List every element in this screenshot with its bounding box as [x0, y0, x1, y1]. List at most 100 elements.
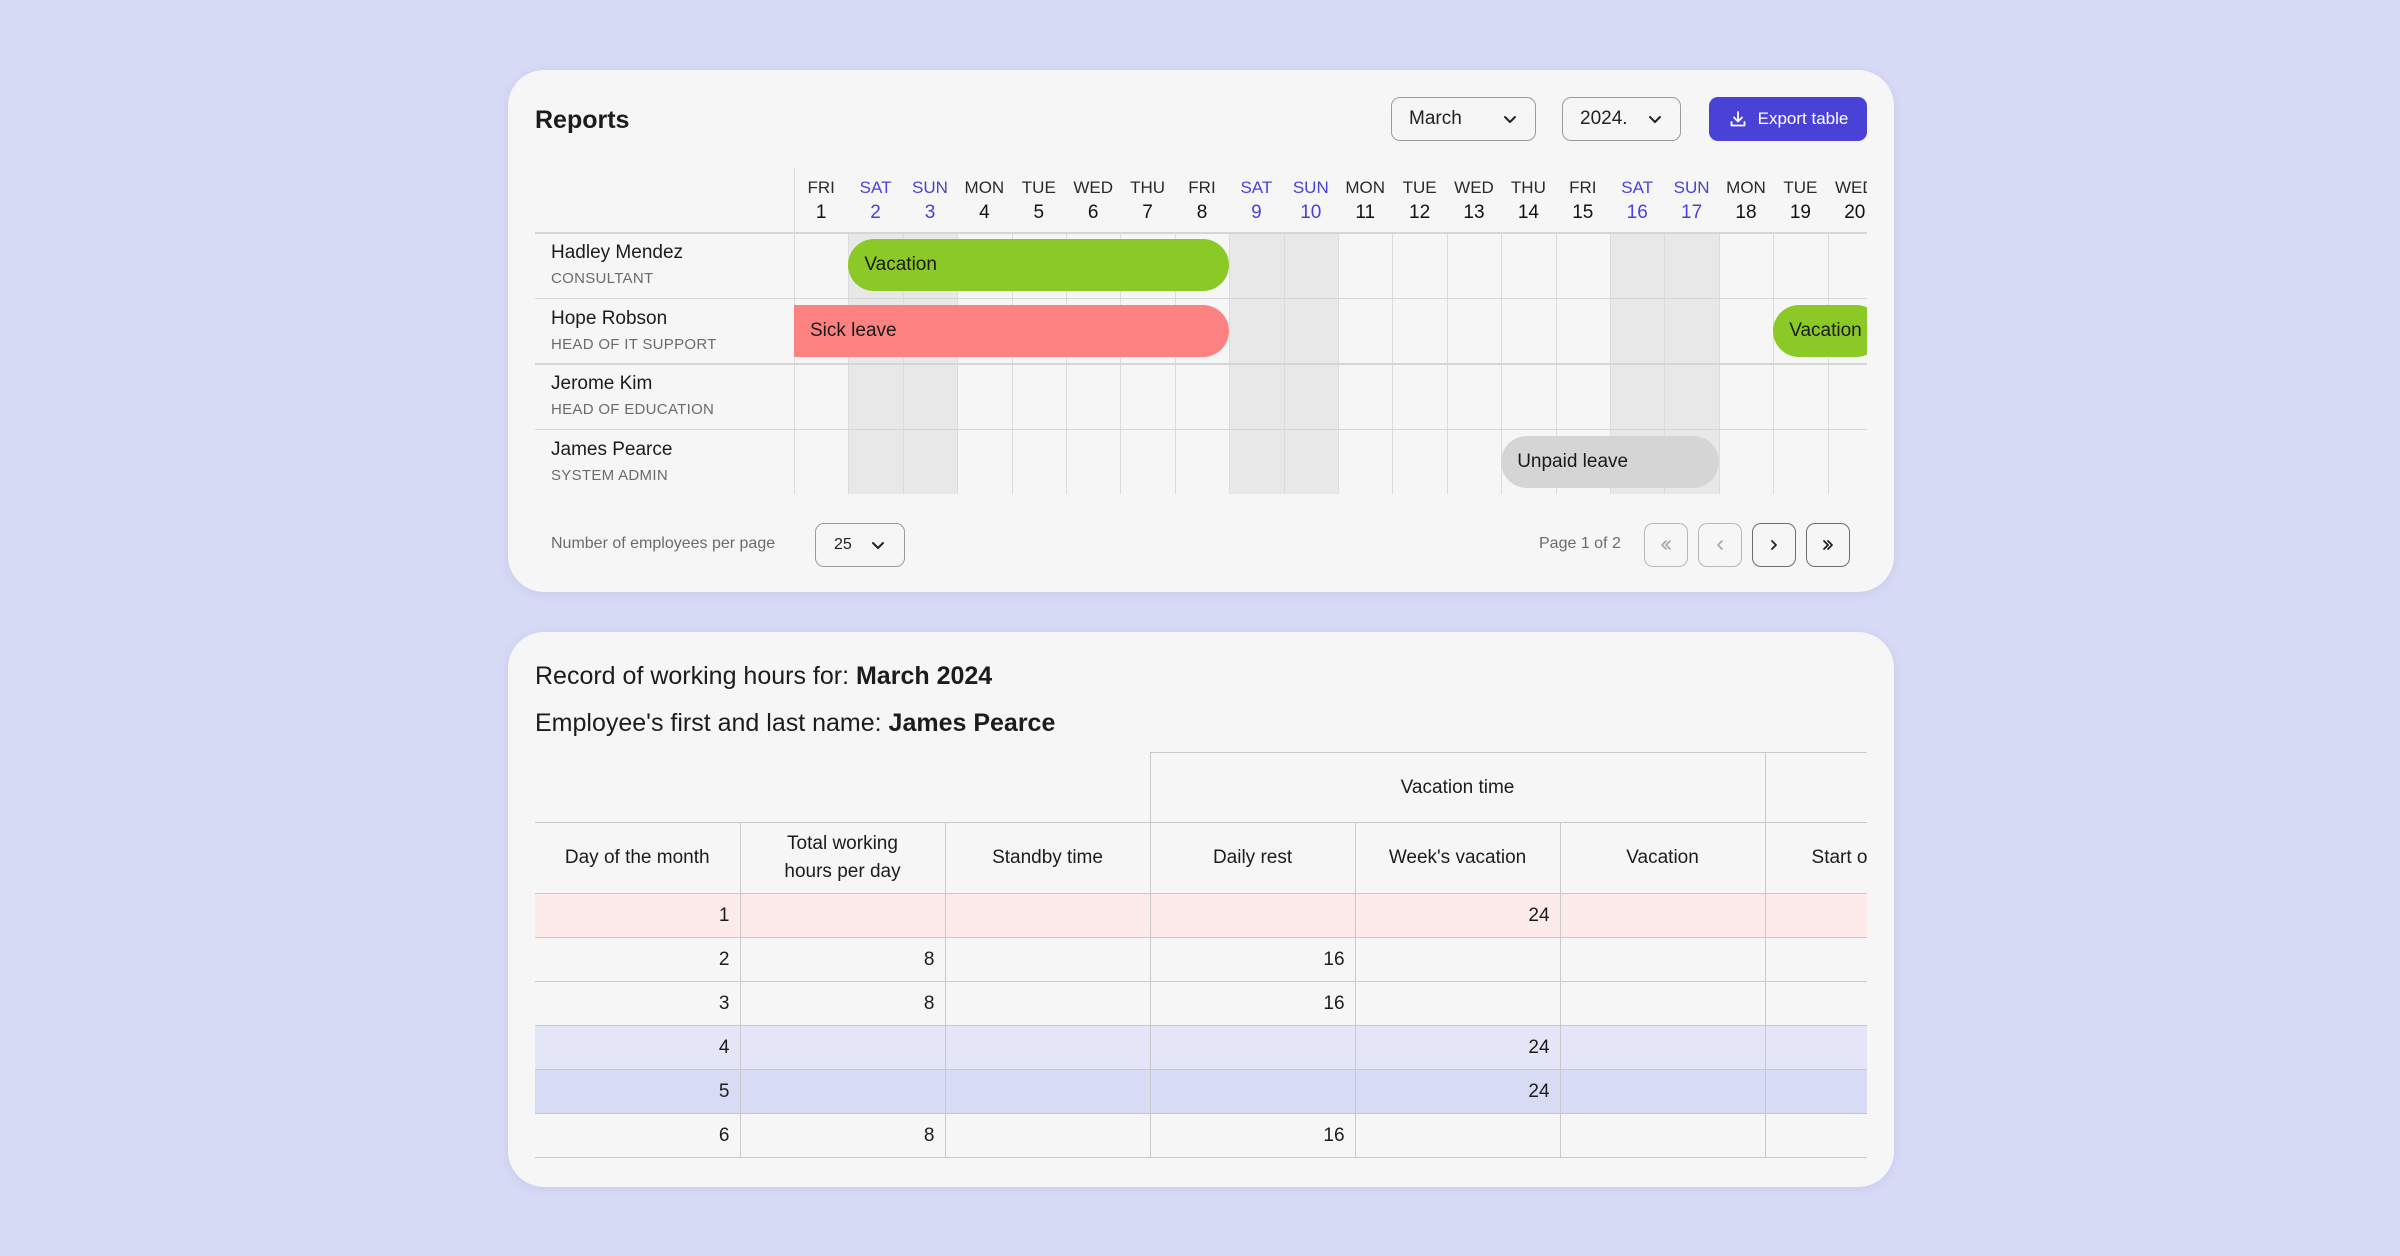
day-name: SAT [1621, 178, 1654, 197]
day-number: 15 [1572, 202, 1594, 223]
day-name: MON [964, 178, 1005, 197]
chevron-left-icon [1717, 540, 1723, 550]
employee-role: HEAD OF EDUCATION [551, 401, 715, 418]
table-group-spacer [535, 752, 1151, 823]
employee-row-label[interactable]: James Pearce SYSTEM ADMIN [551, 439, 672, 484]
page-indicator: Page 1 of 2 [1539, 535, 1621, 552]
employee-name: James Pearce [551, 438, 673, 460]
table-row: 1 24 [535, 893, 1867, 938]
year-select-value: 2024. [1580, 108, 1628, 129]
column-header: Daily rest [1149, 822, 1356, 894]
working-hours-table-wrap: Vacation time Day of the month Total work… [535, 752, 1867, 1160]
table-cell [1559, 1113, 1766, 1158]
table-cell [1764, 893, 1867, 938]
chevron-down-icon [872, 542, 884, 549]
per-page-value: 25 [834, 536, 852, 553]
table-cell [1354, 937, 1561, 982]
employee-row-label[interactable]: Hadley Mendez CONSULTANT [551, 242, 683, 287]
day-name: WED [1073, 178, 1114, 197]
month-select[interactable]: March [1391, 97, 1536, 141]
absence-label: Vacation [864, 254, 937, 275]
day-name: FRI [1188, 178, 1216, 197]
day-number: 4 [979, 202, 990, 223]
table-group-header-extra [1764, 752, 1867, 823]
day-number: 2 [870, 202, 881, 223]
previous-page-button[interactable] [1698, 523, 1742, 567]
day-number: 20 [1844, 202, 1866, 223]
day-number: 12 [1409, 202, 1431, 223]
chevron-down-icon [1504, 116, 1516, 123]
day-header: SAT 16 [1610, 168, 1664, 232]
table-cell [944, 1025, 1151, 1070]
day-number: 7 [1142, 202, 1153, 223]
record-employee-line: Employee's first and last name: James Pe… [535, 709, 1055, 738]
column-header: Start of [1764, 822, 1867, 894]
day-header: MON 11 [1338, 168, 1392, 232]
table-cell: 2 [535, 937, 741, 982]
day-name: TUE [1783, 178, 1818, 197]
vacation-absence-bar[interactable]: Vacation [1773, 304, 1867, 357]
table-row: 4 24 [535, 1025, 1867, 1070]
working-hours-card: Record of working hours for: March 2024 … [508, 632, 1894, 1187]
day-number: 6 [1087, 202, 1099, 223]
day-header: SUN 17 [1664, 168, 1718, 232]
row-divider [535, 232, 1867, 234]
day-header: SUN 3 [903, 168, 957, 232]
table-cell: 4 [535, 1025, 741, 1070]
export-table-button[interactable]: Export table [1709, 97, 1867, 141]
per-page-label: Number of employees per page [551, 535, 776, 552]
day-name: SUN [1292, 178, 1329, 197]
vacation-absence-bar[interactable]: Vacation [848, 239, 1230, 291]
table-cell [1764, 1025, 1867, 1070]
table-cell [1764, 981, 1867, 1026]
day-number: 10 [1300, 202, 1322, 223]
table-cell: 3 [535, 981, 741, 1026]
row-divider [535, 428, 1867, 430]
day-name: FRI [807, 178, 835, 197]
day-header: SAT 2 [848, 168, 902, 232]
table-cell [1559, 981, 1766, 1026]
day-header: SAT 9 [1229, 168, 1283, 232]
table-row: 2 8 16 [535, 937, 1867, 982]
double-chevron-left-icon [1661, 540, 1671, 550]
table-cell: 24 [1354, 893, 1561, 938]
sick-absence-bar[interactable]: Sick leave [794, 304, 1230, 357]
last-page-button[interactable] [1806, 523, 1850, 567]
employee-role: SYSTEM ADMIN [551, 466, 668, 484]
table-row: 3 8 16 [535, 981, 1867, 1026]
next-page-button[interactable] [1752, 523, 1796, 567]
day-number: 3 [924, 202, 936, 223]
employee-role: CONSULTANT [551, 270, 654, 287]
day-header: MON 4 [957, 168, 1011, 232]
download-icon [1730, 111, 1746, 127]
record-period-line: Record of working hours for: March 2024 [535, 662, 992, 691]
record-period-prefix: Record of working hours for: [535, 662, 856, 690]
double-chevron-right-icon [1823, 540, 1833, 550]
table-cell [1764, 937, 1867, 982]
day-header: TUE 19 [1773, 168, 1827, 232]
day-header: SUN 10 [1284, 168, 1338, 232]
table-cell [944, 1069, 1151, 1114]
year-select[interactable]: 2024. [1562, 97, 1681, 141]
column-header: Day of the month [535, 822, 741, 894]
table-cell: 5 [535, 1069, 741, 1114]
table-cell [1559, 1025, 1766, 1070]
table-cell [944, 981, 1151, 1026]
table-cell [1559, 937, 1766, 982]
table-cell [1764, 1069, 1867, 1114]
day-number: 13 [1463, 202, 1485, 223]
first-page-button[interactable] [1644, 523, 1688, 567]
day-number: 8 [1196, 202, 1208, 223]
table-row: 5 24 [535, 1069, 1867, 1114]
unpaid-absence-bar[interactable]: Unpaid leave [1501, 435, 1719, 488]
employee-row-label[interactable]: Hope Robson HEAD OF IT SUPPORT [551, 308, 717, 353]
day-number: 17 [1681, 202, 1703, 223]
column-header: Vacation [1559, 822, 1766, 894]
per-page-select[interactable]: 25 [815, 523, 905, 567]
employee-row-label[interactable]: Jerome Kim HEAD OF EDUCATION [551, 373, 714, 418]
day-number: 14 [1517, 202, 1539, 223]
day-name: MON [1726, 178, 1766, 197]
table-cell [1559, 893, 1766, 938]
day-name: SAT [1240, 178, 1273, 197]
day-number: 5 [1033, 202, 1045, 223]
